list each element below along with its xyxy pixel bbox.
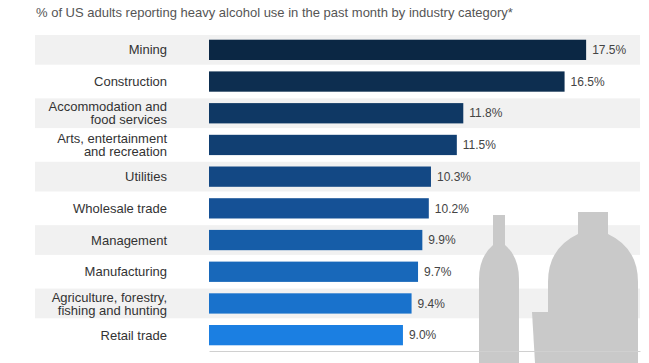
subtitle: % of US adults reporting heavy alcohol u… <box>36 5 513 20</box>
y-tick-label: Construction <box>94 74 167 89</box>
y-tick: Wholesale trade <box>73 201 167 216</box>
jug <box>548 212 638 363</box>
y-tick: Arts, entertainmentand recreation <box>57 131 167 159</box>
bottle-decoration <box>479 212 638 363</box>
y-tick: Retail trade <box>101 328 167 343</box>
bar <box>209 103 463 123</box>
bar <box>209 40 586 60</box>
bar <box>209 135 457 155</box>
data-label: 10.3% <box>437 170 471 184</box>
bars <box>209 40 586 346</box>
y-tick-label: Wholesale trade <box>73 201 167 216</box>
bar <box>209 262 418 282</box>
y-tick-label: Agriculture, forestry,fishing and huntin… <box>52 290 167 318</box>
x-axis <box>210 351 641 352</box>
bar <box>209 71 565 91</box>
data-label: 11.5% <box>463 138 496 152</box>
data-label: 9.7% <box>424 265 452 279</box>
y-tick: Agriculture, forestry,fishing and huntin… <box>52 290 167 318</box>
y-tick: Construction <box>94 74 167 89</box>
data-label: 10.2% <box>435 202 469 216</box>
row-background <box>35 35 640 65</box>
bar <box>209 230 422 250</box>
y-tick-label: Accommodation andfood services <box>48 99 167 127</box>
y-tick-label: Arts, entertainmentand recreation <box>57 131 167 159</box>
bar <box>209 293 412 313</box>
y-tick: Management <box>91 233 167 248</box>
bottle <box>479 215 519 363</box>
y-tick: Manufacturing <box>85 264 167 279</box>
y-tick-label: Mining <box>129 42 167 57</box>
chart: % of US adults reporting heavy alcohol u… <box>0 0 649 363</box>
y-tick: Accommodation andfood services <box>48 99 167 127</box>
bar <box>209 167 431 187</box>
row-background <box>35 225 640 255</box>
y-tick-label: Utilities <box>125 169 167 184</box>
bar <box>209 198 429 218</box>
data-label: 11.8% <box>469 106 502 120</box>
data-label: 9.9% <box>428 233 456 247</box>
y-tick: Utilities <box>125 169 167 184</box>
data-label: 9.4% <box>418 297 446 311</box>
data-label: 16.5% <box>571 75 605 89</box>
data-label: 17.5% <box>592 43 626 57</box>
x-axis-line <box>210 351 641 352</box>
y-tick-label: Retail trade <box>101 328 167 343</box>
bar <box>209 325 403 345</box>
y-axis: Mining Construction Accommodation andfood … <box>48 42 167 342</box>
y-tick-label: Manufacturing <box>85 264 167 279</box>
data-label: 9.0% <box>409 328 437 342</box>
row-background <box>35 162 640 192</box>
data-labels: 17.5% 16.5% 11.8% 11.5% 10.3% 10.2% 9.9% 9.7% 9.… <box>409 43 627 342</box>
y-tick-label: Management <box>91 233 167 248</box>
row-background <box>35 98 640 128</box>
y-tick: Mining <box>129 42 167 57</box>
